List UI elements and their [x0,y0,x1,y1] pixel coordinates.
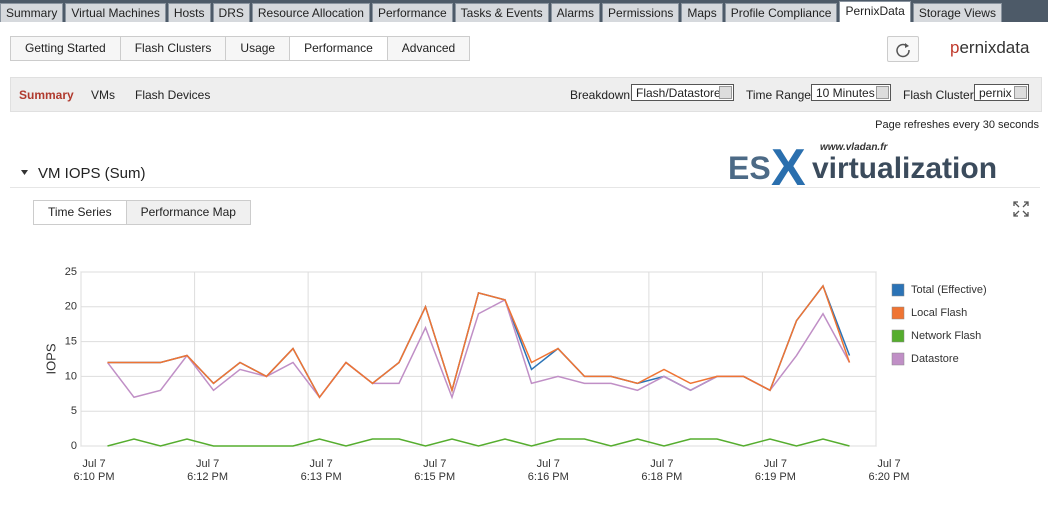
sub-tabs: Getting Started Flash Clusters Usage Perfor… [10,36,471,61]
x-tick-line: Jul 7 [650,458,673,470]
x-tick-line: Jul 7 [196,458,219,470]
x-tick-line: 6:20 PM [869,471,910,483]
dropdown[interactable]: 10 Minutes [811,84,891,101]
view-tab[interactable]: Time Series [33,200,127,225]
watermark-url: www.vladan.fr [820,142,888,153]
y-tick-label: 5 [71,405,77,417]
x-tick-line: Jul 7 [537,458,560,470]
series-line [107,438,850,447]
tab[interactable]: Tasks & Events [454,3,549,22]
collapse-icon[interactable] [20,169,30,177]
y-tick-label: 15 [65,336,77,348]
x-tick-label: Jul 7 6:19 PM [755,458,796,483]
x-tick-line: 6:13 PM [301,471,342,483]
tab[interactable]: Alarms [550,3,601,22]
x-tick-line: Jul 7 [82,458,105,470]
x-tick-label: Jul 7 6:16 PM [528,458,569,483]
watermark: virtualization [812,152,998,185]
sub-tab[interactable]: Advanced [387,37,470,60]
view-tabs: Time Series Performance Map [33,200,251,225]
tab[interactable]: Profile Compliance [724,3,838,22]
watermark: ES [728,150,771,186]
filter-label: Flash Cluster: [903,88,978,102]
dropdown[interactable]: pernix [974,84,1029,101]
legend-label: Network Flash [911,330,981,342]
refresh-button[interactable] [887,36,919,62]
x-tick-line: 6:10 PM [74,471,115,483]
tab[interactable]: DRS [212,3,250,22]
legend-swatch [891,352,905,366]
x-tick-label: Jul 7 6:13 PM [301,458,342,483]
y-axis-label: IOPS [43,343,58,374]
tab[interactable]: PernixData [839,1,911,22]
filter-label: Time Range: [746,88,815,102]
sub-tab[interactable]: Performance [290,37,388,60]
y-tick-label: 20 [65,301,77,313]
x-tick-line: 6:15 PM [414,471,455,483]
x-tick-line: 6:18 PM [641,471,682,483]
dropdown-value: Flash/Datastore [636,86,721,100]
brand: pernixdata [950,38,1030,57]
tab[interactable]: Maps [681,3,723,22]
x-tick-line: Jul 7 [877,458,900,470]
x-tick-label: Jul 7 6:10 PM [74,458,115,483]
legend-label: Datastore [911,353,959,365]
legend-swatch [891,306,905,320]
section-title: VM IOPS (Sum) [38,165,146,182]
x-tick-line: 6:12 PM [187,471,228,483]
expand-icon[interactable] [1013,201,1029,217]
x-tick-line: Jul 7 [423,458,446,470]
x-tick-line: 6:19 PM [755,471,796,483]
nav-link[interactable]: Flash Devices [135,88,211,102]
refresh-icon [896,43,910,58]
dropdown-value: pernix [979,86,1012,100]
tab[interactable]: Storage Views [912,3,1002,22]
y-tick-label: 10 [65,370,77,382]
legend-label: Total (Effective) [911,284,987,296]
divider [10,187,1040,188]
view-tab[interactable]: Performance Map [125,200,251,225]
refresh-note: Page refreshes every 30 seconds [875,119,1039,131]
dropdown-arrow [876,86,889,99]
x-tick-label: Jul 7 6:20 PM [869,458,910,483]
dropdown-arrow [1014,86,1027,99]
x-tick-label: Jul 7 6:18 PM [641,458,682,483]
legend-label: Local Flash [911,307,967,319]
legend-swatch [891,329,905,343]
watermark: X [771,139,806,197]
x-tick-line: 6:16 PM [528,471,569,483]
series-line [107,284,851,399]
dropdown-arrow [719,86,732,99]
nav-link[interactable]: Summary [19,88,74,102]
tab[interactable]: Resource Allocation [251,3,370,22]
tab[interactable]: Hosts [167,3,211,22]
legend-swatch [891,283,905,297]
nav-bar: Summary VMs Flash Devices Breakdown: Flash/D… [10,77,1042,112]
sub-tab[interactable]: Usage [226,37,291,60]
tab[interactable]: Performance [371,3,453,22]
x-tick-label: Jul 7 6:12 PM [187,458,228,483]
filter-label: Breakdown: [570,88,634,102]
y-tick-label: 0 [71,440,77,452]
plot-area [80,271,877,447]
x-tick-line: Jul 7 [764,458,787,470]
nav-link[interactable]: VMs [91,88,115,102]
x-tick-line: Jul 7 [310,458,333,470]
tab[interactable]: Summary [0,3,64,22]
x-tick-label: Jul 7 6:15 PM [414,458,455,483]
y-tick-label: 25 [65,266,77,278]
tab[interactable]: Permissions [602,3,680,22]
sub-tab[interactable]: Flash Clusters [120,37,227,60]
tab[interactable]: Virtual Machines [65,3,166,22]
dropdown-value: 10 Minutes [816,86,875,100]
tab-bar: Summary Virtual Machines Hosts DRS Resource … [0,0,1048,22]
sub-tab[interactable]: Getting Started [11,37,121,60]
dropdown[interactable]: Flash/Datastore [631,84,734,101]
